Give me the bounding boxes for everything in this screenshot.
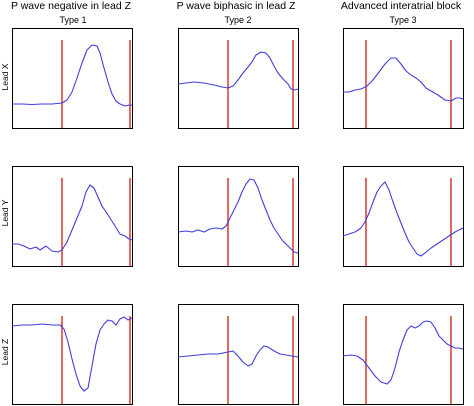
p-wave-trace — [11, 316, 133, 392]
p-wave-trace — [342, 181, 464, 257]
column-title-type1: P wave negative in lead Z — [10, 0, 132, 12]
p-wave-trace — [177, 178, 299, 254]
panel-frame — [12, 28, 133, 129]
panel-lead-z-type3 — [342, 304, 464, 405]
panel-lead-y-type2 — [177, 166, 299, 267]
type-label-2: Type 2 — [224, 15, 252, 25]
p-wave-trace — [177, 345, 299, 367]
panel-frame — [12, 166, 133, 267]
p-wave-trace — [343, 57, 464, 102]
panel-lead-y-type3 — [342, 166, 464, 267]
panel-lead-z-type2 — [177, 304, 299, 405]
panel-frame — [178, 304, 299, 405]
panel-frame — [343, 28, 464, 129]
panel-lead-z-type1 — [11, 304, 133, 405]
p-wave-trace — [12, 184, 133, 253]
panel-frame — [178, 28, 299, 129]
p-wave-trace — [177, 51, 299, 91]
column-title-type3: Advanced interatrial block — [340, 0, 462, 12]
panel-frame — [12, 304, 133, 405]
type-label-1: Type 1 — [59, 15, 87, 25]
type-label-3: Type 3 — [389, 15, 417, 25]
panel-frame — [178, 166, 299, 267]
panel-lead-x-type3 — [343, 28, 464, 129]
panel-lead-x-type2 — [177, 28, 299, 129]
panel-lead-x-type1 — [12, 28, 133, 129]
panel-frame — [343, 166, 464, 267]
panel-lead-y-type1 — [12, 166, 133, 267]
p-wave-trace — [342, 320, 464, 385]
p-wave-trace — [12, 44, 132, 107]
panel-frame — [343, 304, 464, 405]
column-title-type2: P wave biphasic in lead Z — [176, 0, 296, 12]
